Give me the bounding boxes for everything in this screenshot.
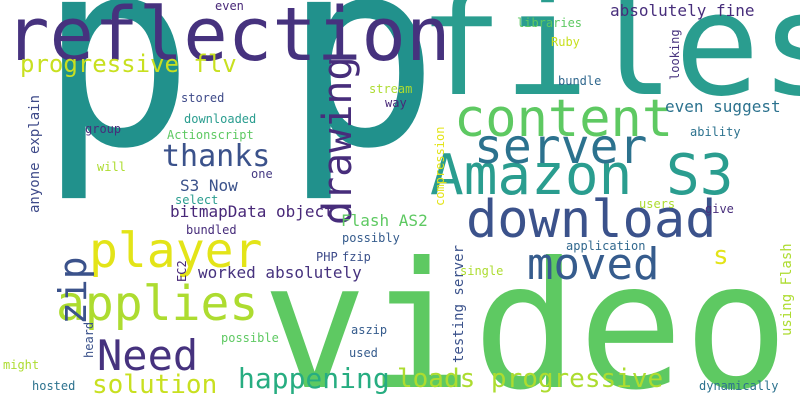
word-possible: possible xyxy=(221,331,279,345)
word-bundle: bundle xyxy=(558,74,602,88)
word-applies: applies xyxy=(56,276,259,332)
word-ruby: Ruby xyxy=(551,35,580,49)
word-aszip: aszip xyxy=(351,323,388,337)
word-reflection: reflection xyxy=(5,0,451,78)
word-s3-now: S3 Now xyxy=(180,176,238,195)
word-looking: looking xyxy=(668,29,682,81)
word-might: might xyxy=(3,358,40,372)
word-single: single xyxy=(460,264,504,278)
word-moved: moved xyxy=(527,239,660,290)
word-solution: solution xyxy=(92,370,218,400)
word-thanks: thanks xyxy=(162,139,271,174)
word-heard: heard xyxy=(82,321,96,358)
word-worked-absolutely: worked absolutely xyxy=(198,263,362,282)
word-group: group xyxy=(85,122,122,136)
word-p: p xyxy=(283,0,440,206)
word-libraries: libraries xyxy=(517,16,583,30)
word-even: even xyxy=(215,0,244,13)
word-flash-as2: Flash AS2 xyxy=(341,211,428,230)
word-ec2: EC2 xyxy=(175,259,189,282)
word-php: PHP xyxy=(316,250,338,264)
word-application: application xyxy=(566,239,646,253)
word-player: player xyxy=(89,223,263,279)
word-amazon-s3: Amazon S3 xyxy=(430,143,734,208)
word-stream: stream xyxy=(369,82,413,96)
word-even-suggest: even suggest xyxy=(665,97,781,116)
word-bitmapdata-object: bitmapData object xyxy=(170,202,334,221)
word-loads-progressive: loads progressive xyxy=(397,364,664,394)
word-hosted: hosted xyxy=(32,379,76,393)
word-zip: zip xyxy=(51,256,95,326)
word-progressive-flv: progressive flv xyxy=(20,50,237,78)
word-one: one xyxy=(251,167,273,181)
word-dynamically: dynamically xyxy=(699,379,779,393)
word-select: select xyxy=(175,193,219,207)
word-anyone-explain: anyone explain xyxy=(27,94,43,213)
word-download: download xyxy=(466,190,717,250)
word-drawing: drawing xyxy=(315,56,361,225)
word-s: s xyxy=(713,241,729,271)
word-server: server xyxy=(474,119,648,175)
word-give: give xyxy=(705,202,734,216)
word-video: video xyxy=(262,226,789,400)
word-files: files xyxy=(418,0,800,128)
word-happening: happening xyxy=(238,362,390,395)
word-will: will xyxy=(97,160,126,174)
word-absolutely-fine: absolutely fine xyxy=(610,1,755,20)
word-bundled: bundled xyxy=(186,223,237,237)
word-stored: stored xyxy=(181,91,225,105)
word-ability: ability xyxy=(690,125,741,139)
word-using-flash: using Flash xyxy=(779,243,795,337)
word-users: users xyxy=(639,197,676,211)
word-compression: compression xyxy=(433,126,447,207)
word-way: way xyxy=(385,96,407,110)
word-content: content xyxy=(454,89,674,149)
word-need: Need xyxy=(97,331,199,380)
word-used: used xyxy=(349,346,378,360)
word-p: p xyxy=(38,0,195,206)
word-possibly: possibly xyxy=(342,231,400,245)
word-downloaded: downloaded xyxy=(184,112,257,126)
word-fzip: fzip xyxy=(342,250,371,264)
word-testing-server: testing server xyxy=(451,244,467,363)
word-actionscript: Actionscript xyxy=(167,128,254,142)
